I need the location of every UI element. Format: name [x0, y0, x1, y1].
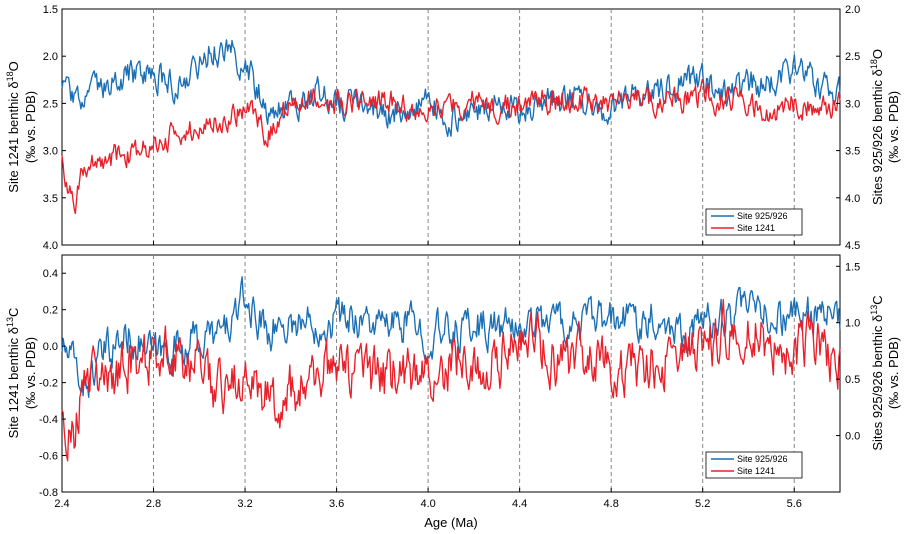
top-left-tick-label: 2.5 — [43, 98, 58, 110]
bottom-left-tick-label: -0.2 — [39, 378, 58, 390]
top-panel-gridlines — [153, 9, 795, 245]
x-tick-label: 3.6 — [329, 498, 344, 510]
top-legend-label-site-1241: Site 1241 — [737, 223, 775, 233]
top-right-tick-label: 2.5 — [845, 51, 860, 63]
bottom-legend: Site 925/926 Site 1241 — [705, 451, 803, 479]
bottom-right-tick-label: 1.5 — [845, 261, 860, 273]
bottom-legend-box — [705, 451, 803, 479]
top-series-site-925-926 — [61, 39, 841, 137]
bottom-left-tick-label: 0.4 — [43, 268, 58, 280]
top-left-tick-label: 4.0 — [43, 240, 58, 252]
bottom-legend-label-site-1241: Site 1241 — [737, 466, 775, 476]
top-right-tick-label: 2.0 — [845, 4, 860, 16]
top-panel-frame — [61, 8, 841, 246]
x-axis-label: Age (Ma) — [424, 515, 477, 530]
bottom-right-tick-label: 0.0 — [845, 431, 860, 443]
x-tick-label: 2.8 — [146, 498, 161, 510]
x-tick-label: 2.4 — [54, 498, 69, 510]
top-right-axis-label: Sites 925/926 benthic δ18O — [869, 49, 885, 205]
top-left-tick-label: 3.0 — [43, 146, 58, 158]
bottom-right-axis-units: (‰ vs. PDB) — [886, 337, 901, 409]
bottom-panel-frame — [61, 254, 841, 493]
top-left-axis-label: Site 1241 benthic δ18O — [5, 61, 21, 192]
bottom-left-tick-label: 0.0 — [43, 341, 58, 353]
top-panel: 1.5 2.0 2.5 3.0 3.5 4.0 2.0 2.5 3.0 3.5 4.0 4.5 Si… — [5, 4, 901, 252]
top-left-tick-label: 2.0 — [43, 51, 58, 63]
bottom-left-axis-label: Site 1241 benthic δ13C — [5, 308, 21, 439]
bottom-left-tick-label: -0.4 — [39, 414, 58, 426]
bottom-legend-label-site-925-926: Site 925/926 — [737, 454, 788, 464]
x-axis-ticks: 2.4 2.8 3.2 3.6 4.0 4.4 4.8 5.2 5.6 — [54, 241, 802, 510]
x-tick-label: 5.6 — [787, 498, 802, 510]
top-right-tick-label: 3.0 — [845, 98, 860, 110]
bottom-left-tick-label: 0.2 — [43, 305, 58, 317]
bottom-left-tick-label: -0.8 — [39, 487, 58, 499]
top-right-axis-ticks: 2.0 2.5 3.0 3.5 4.0 4.5 — [836, 4, 860, 252]
top-right-tick-label: 3.5 — [845, 146, 860, 158]
top-legend-label-site-925-926: Site 925/926 — [737, 211, 788, 221]
top-left-tick-label: 1.5 — [43, 4, 58, 16]
top-legend-box — [705, 208, 803, 236]
top-legend: Site 925/926 Site 1241 — [705, 208, 803, 236]
bottom-panel: -0.8 -0.6 -0.4 -0.2 0.0 0.2 0.4 0.0 0.5 1.0 1.5 2… — [5, 241, 901, 530]
bottom-right-tick-label: 1.0 — [845, 318, 860, 330]
top-right-axis-units: (‰ vs. PDB) — [886, 91, 901, 163]
x-tick-label: 3.2 — [237, 498, 252, 510]
x-tick-label: 4.4 — [512, 498, 527, 510]
x-tick-label: 4.8 — [604, 498, 619, 510]
top-left-tick-label: 3.5 — [43, 193, 58, 205]
bottom-right-axis-label: Sites 925/926 benthic δ13C — [869, 295, 885, 450]
top-right-tick-label: 4.5 — [845, 240, 860, 252]
bottom-left-tick-label: -0.6 — [39, 451, 58, 463]
top-right-tick-label: 4.0 — [845, 193, 860, 205]
bottom-left-axis-ticks: -0.8 -0.6 -0.4 -0.2 0.0 0.2 0.4 — [39, 268, 66, 499]
x-tick-label: 4.0 — [420, 498, 435, 510]
bottom-series-site-1241 — [61, 299, 841, 462]
bottom-panel-series — [61, 276, 841, 462]
bottom-right-axis-ticks: 0.0 0.5 1.0 1.5 — [836, 261, 860, 443]
bottom-left-axis-units: (‰ vs. PDB) — [23, 337, 38, 409]
top-panel-series — [61, 39, 841, 215]
bottom-right-tick-label: 0.5 — [845, 374, 860, 386]
top-left-axis-units: (‰ vs. PDB) — [23, 91, 38, 163]
bottom-series-site-925-926 — [61, 276, 841, 398]
bottom-panel-gridlines — [153, 255, 795, 492]
top-series-site-1241 — [61, 79, 841, 215]
top-left-axis-ticks: 1.5 2.0 2.5 3.0 3.5 4.0 — [43, 4, 66, 252]
x-tick-label: 5.2 — [695, 498, 710, 510]
